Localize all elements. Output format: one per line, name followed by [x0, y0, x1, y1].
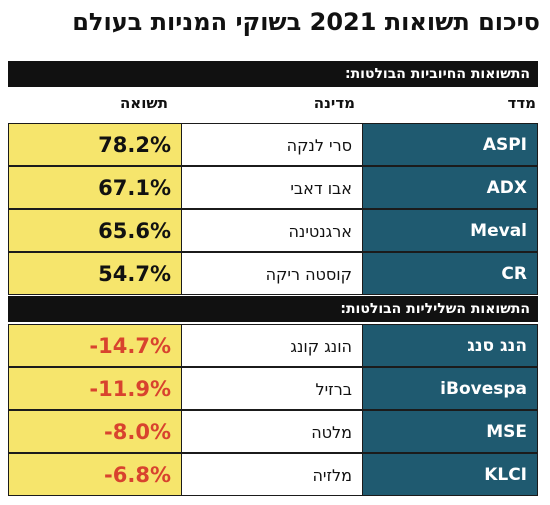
index-name: CR	[501, 264, 527, 284]
return-cell: 65.6%	[8, 209, 182, 252]
return-cell: -14.7%	[8, 324, 182, 367]
index-cell: Meval	[362, 209, 538, 252]
negative-section-label: התשואות השליליות הבולטות:	[8, 296, 538, 322]
index-cell: ADX	[362, 166, 538, 209]
return-value: 67.1%	[98, 176, 171, 200]
table-row: 54.7% קוסטה ריקה CR	[8, 252, 538, 295]
country-name: קוסטה ריקה	[265, 265, 352, 284]
return-cell: -8.0%	[8, 410, 182, 453]
country-cell: מלטה	[181, 410, 363, 453]
country-name: אבו דאבי	[290, 179, 352, 198]
country-cell: קוסטה ריקה	[181, 252, 363, 295]
return-cell: -6.8%	[8, 453, 182, 496]
country-cell: מלזיה	[181, 453, 363, 496]
return-value: -11.9%	[89, 377, 171, 401]
page-title: סיכום תשואות 2021 בשוקי המניות בעולם	[72, 8, 540, 36]
header-return: תשואה	[120, 94, 168, 112]
return-value: -14.7%	[89, 334, 171, 358]
index-name: KLCI	[484, 465, 527, 485]
index-cell: iBovespa	[362, 367, 538, 410]
return-value: 78.2%	[98, 133, 171, 157]
index-cell: הנג סנג	[362, 324, 538, 367]
country-cell: ברזיל	[181, 367, 363, 410]
country-name: מלטה	[311, 423, 352, 442]
index-cell: KLCI	[362, 453, 538, 496]
index-name: ADX	[486, 178, 527, 198]
return-cell: 78.2%	[8, 123, 182, 166]
country-name: ארגנטינה	[288, 222, 352, 241]
index-name: Meval	[470, 221, 527, 241]
country-name: מלזיה	[312, 466, 352, 485]
country-cell: ארגנטינה	[181, 209, 363, 252]
country-name: הונג קונג	[290, 337, 352, 356]
country-cell: הונג קונג	[181, 324, 363, 367]
index-cell: MSE	[362, 410, 538, 453]
table-row: 67.1% אבו דאבי ADX	[8, 166, 538, 209]
table-row: -11.9% ברזיל iBovespa	[8, 367, 538, 410]
header-country: מדינה	[313, 94, 355, 112]
return-value: 54.7%	[98, 262, 171, 286]
country-name: סרי לנקה	[286, 136, 352, 155]
return-cell: 54.7%	[8, 252, 182, 295]
table-row: 65.6% ארגנטינה Meval	[8, 209, 538, 252]
index-name: MSE	[486, 422, 527, 442]
positive-section-label: התשואות החיוביות הבולטות:	[8, 61, 538, 87]
table-row: -6.8% מלזיה KLCI	[8, 453, 538, 496]
header-index: מדד	[507, 94, 537, 112]
index-name: iBovespa	[440, 379, 527, 399]
index-name: הנג סנג	[467, 336, 527, 356]
return-value: 65.6%	[98, 219, 171, 243]
index-cell: CR	[362, 252, 538, 295]
country-cell: אבו דאבי	[181, 166, 363, 209]
country-cell: סרי לנקה	[181, 123, 363, 166]
table-row: -14.7% הונג קונג הנג סנג	[8, 324, 538, 367]
return-value: -6.8%	[104, 463, 171, 487]
country-name: ברזיל	[315, 380, 353, 399]
table-row: -8.0% מלטה MSE	[8, 410, 538, 453]
return-cell: -11.9%	[8, 367, 182, 410]
index-name: ASPI	[482, 135, 527, 155]
table-row: 78.2% סרי לנקה ASPI	[8, 123, 538, 166]
index-cell: ASPI	[362, 123, 538, 166]
return-cell: 67.1%	[8, 166, 182, 209]
return-value: -8.0%	[104, 420, 171, 444]
